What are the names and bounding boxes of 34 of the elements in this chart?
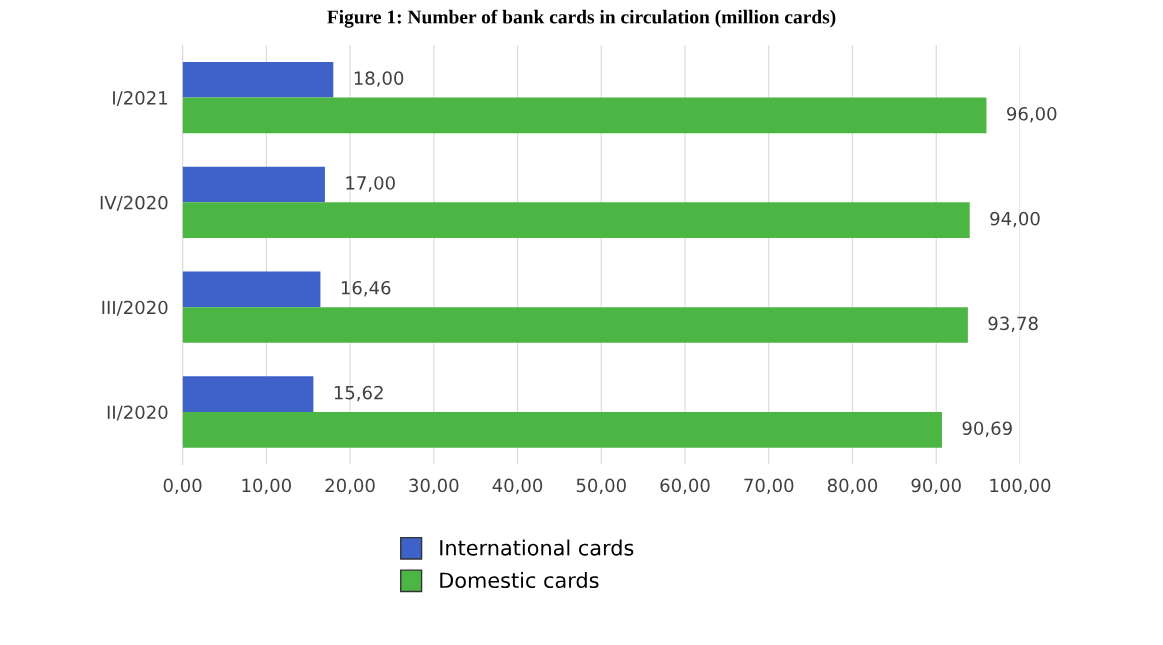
y-tick-label: IV/2020 [100, 195, 168, 211]
legend-label: International cards [440, 539, 634, 556]
y-tick-label: III/2020 [102, 300, 168, 316]
x-tick-label: 0,00 [163, 478, 202, 495]
data-label: 18,00 [354, 71, 404, 87]
x-tick-label: 100,00 [990, 478, 1051, 495]
x-tick-label: 80,00 [827, 478, 878, 495]
data-label: 15,62 [334, 385, 383, 402]
y-tick-label: I/2021 [113, 91, 168, 107]
x-tick-label: 20,00 [325, 478, 375, 495]
data-label: 90,69 [962, 421, 1012, 437]
x-tick-label: 90,00 [911, 478, 961, 495]
data-label: 16,46 [341, 280, 391, 297]
data-label: 96,00 [1007, 106, 1057, 123]
bar [182, 202, 970, 239]
x-tick-label: 10,00 [242, 478, 291, 495]
legend-label: Domestic cards [440, 571, 599, 589]
bar [182, 411, 942, 448]
x-tick-label: 30,00 [409, 478, 459, 495]
x-tick-label: 70,00 [744, 478, 794, 495]
bar [182, 376, 314, 412]
bar [182, 307, 968, 343]
y-tick-label: II/2020 [107, 405, 168, 421]
bar [182, 97, 987, 134]
bar [182, 61, 334, 98]
x-tick-label: 50,00 [576, 478, 626, 495]
data-label: 94,00 [990, 211, 1040, 228]
bar [182, 271, 321, 308]
chart-title: Figure 1: Number of bank cards in circulation (million cards) [327, 9, 836, 28]
x-tick-label: 40,00 [492, 478, 543, 495]
x-tick-label: 60,00 [660, 478, 710, 495]
bar [182, 166, 325, 203]
data-label: 17,00 [346, 176, 395, 192]
data-label: 93,78 [988, 316, 1038, 333]
